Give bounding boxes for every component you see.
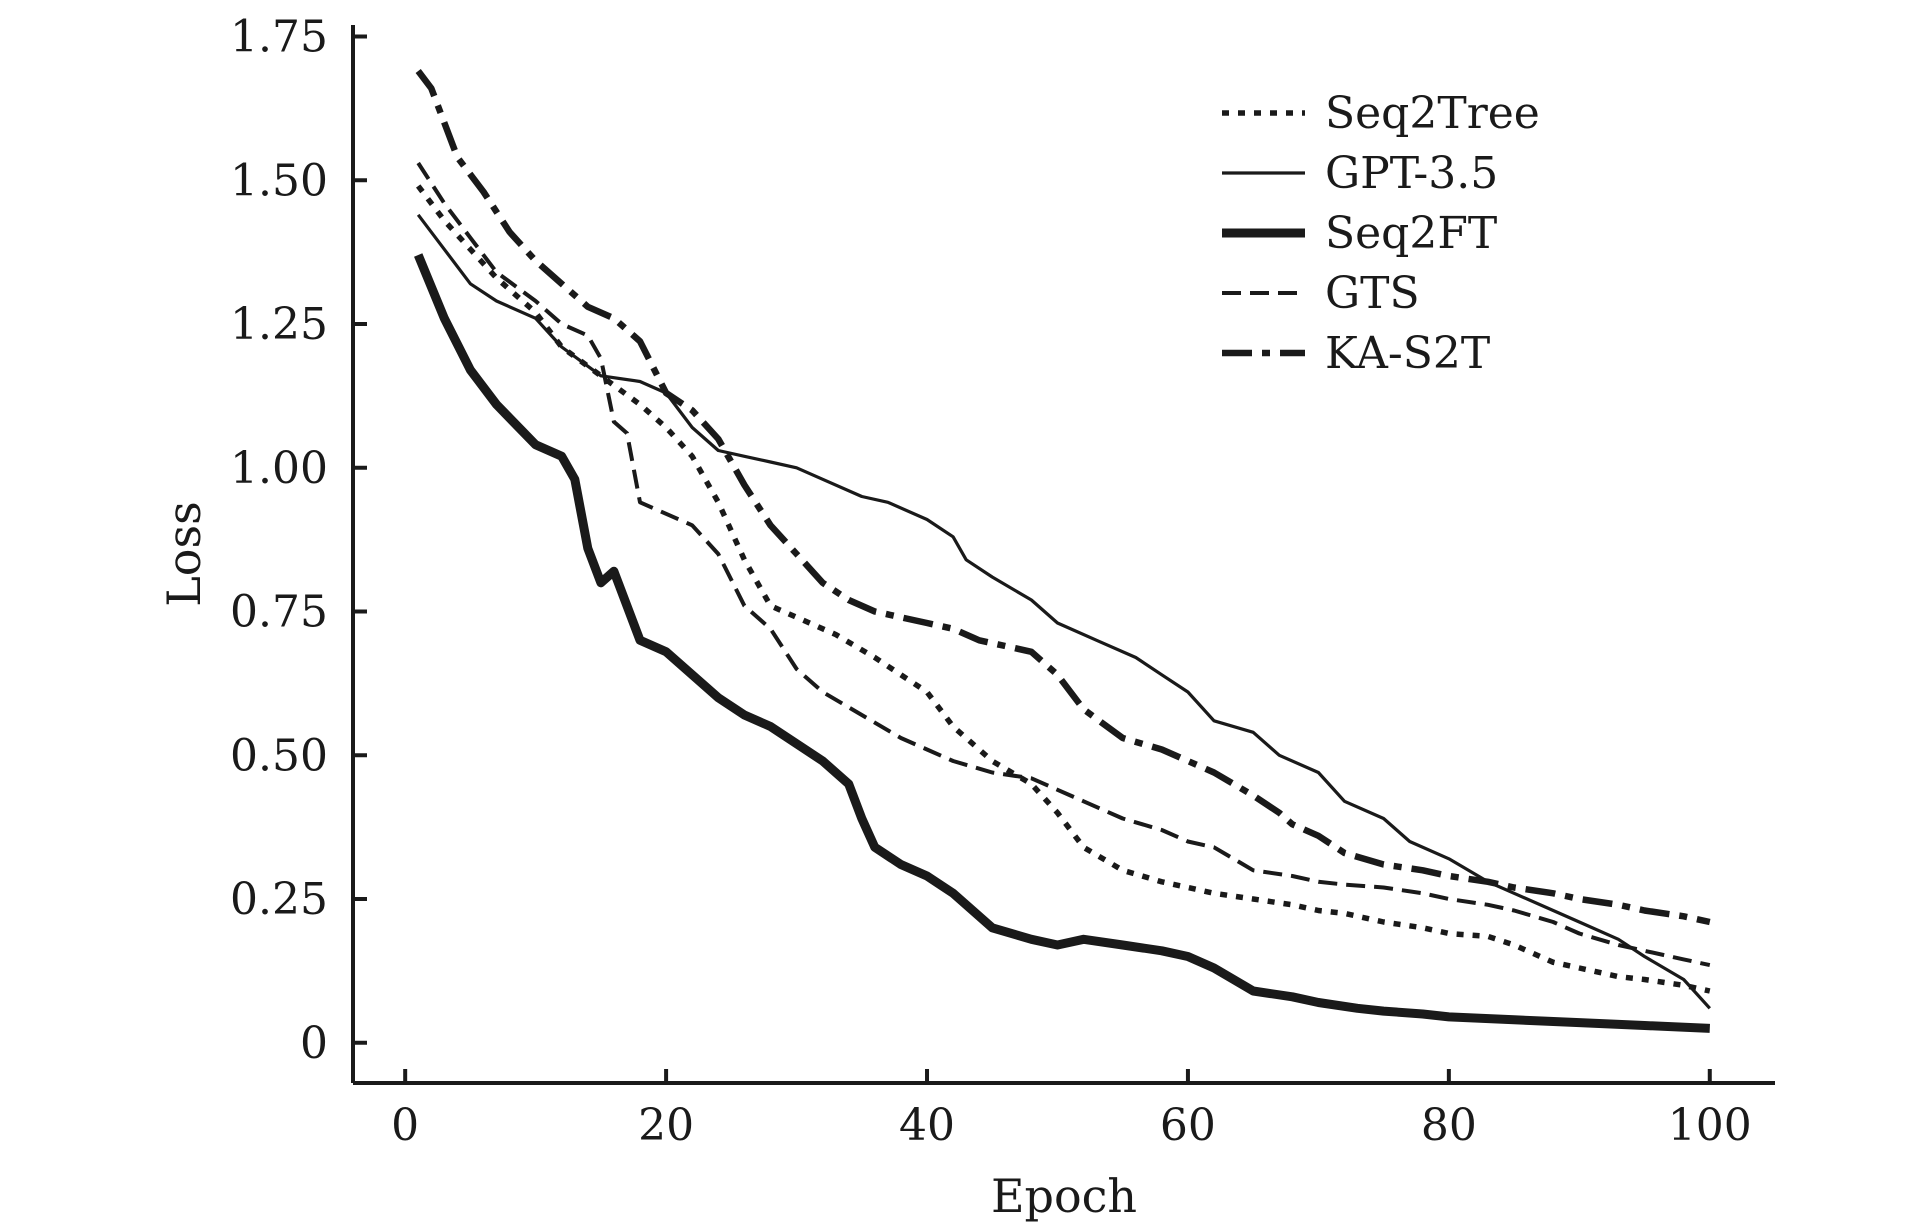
legend-label: Seq2Tree bbox=[1325, 88, 1540, 139]
axes bbox=[351, 25, 1775, 1085]
tick-marks: 0 20 40 60 80 100 0 0.25 0.50 0.75 1.00 1.25 1.50 1.7… bbox=[230, 12, 1752, 1152]
x-tick-label: 20 bbox=[638, 1100, 694, 1151]
x-tick-label: 100 bbox=[1668, 1100, 1752, 1151]
series-lines bbox=[414, 69, 1711, 1033]
x-tick-label: 60 bbox=[1160, 1100, 1216, 1151]
series-line-gpt-3-5 bbox=[416, 213, 1711, 1010]
y-axis-title: Loss bbox=[157, 501, 211, 606]
x-tick-label: 40 bbox=[899, 1100, 955, 1151]
series-line-seq2ft bbox=[414, 253, 1710, 1033]
legend-label: Seq2FT bbox=[1325, 208, 1497, 259]
x-tick-label: 80 bbox=[1421, 1100, 1477, 1151]
y-tick-label: 1.25 bbox=[230, 299, 328, 350]
y-tick-label: 0.25 bbox=[230, 874, 328, 925]
legend-label: GTS bbox=[1325, 268, 1420, 319]
series-line-gts bbox=[416, 161, 1711, 968]
y-tick-label: 1.75 bbox=[230, 12, 328, 63]
y-tick-label: 1.00 bbox=[230, 443, 328, 494]
legend: Seq2Tree GPT-3.5 Seq2FT GTS KA-S2T bbox=[1222, 88, 1540, 379]
y-tick-label: 1.50 bbox=[230, 155, 328, 206]
y-tick-label: 0.50 bbox=[230, 730, 328, 781]
legend-label: GPT-3.5 bbox=[1325, 148, 1498, 199]
legend-label: KA-S2T bbox=[1325, 328, 1490, 379]
x-axis-title: Epoch bbox=[991, 1169, 1137, 1223]
x-tick-label: 0 bbox=[391, 1100, 419, 1151]
y-tick-label: 0.75 bbox=[230, 587, 328, 638]
series-line-seq2tree bbox=[416, 184, 1711, 994]
y-tick-label: 0 bbox=[300, 1018, 328, 1069]
series-line-ka-s2t bbox=[415, 69, 1711, 926]
